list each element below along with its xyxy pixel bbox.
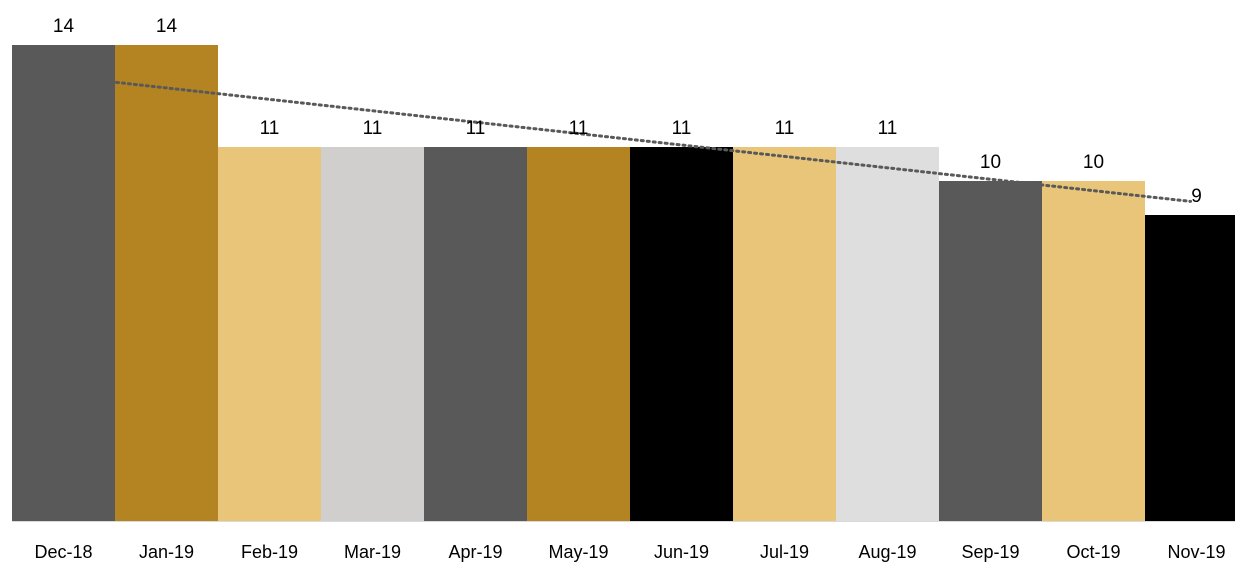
x-tick-label-apr-19: Apr-19: [448, 542, 502, 562]
bar-apr-19: [424, 147, 527, 521]
data-label-jun-19: 11: [672, 118, 692, 139]
data-label-jan-19: 14: [156, 16, 178, 37]
trendline: [115, 80, 1192, 203]
data-label-dec-18: 14: [53, 16, 75, 37]
x-tick-label-nov-19: Nov-19: [1167, 542, 1225, 562]
x-tick-label-aug-19: Aug-19: [858, 542, 916, 562]
bar-jul-19: [733, 147, 836, 521]
x-tick-label-jul-19: Jul-19: [760, 542, 809, 562]
bar-oct-19: [1042, 181, 1145, 521]
bar-aug-19: [836, 147, 939, 521]
x-tick-label-dec-18: Dec-18: [34, 542, 92, 562]
x-tick-label-oct-19: Oct-19: [1066, 542, 1120, 562]
bar-may-19: [527, 147, 630, 521]
data-label-may-19: 11: [569, 118, 589, 139]
bar-feb-19: [218, 147, 321, 521]
bar-nov-19: [1145, 215, 1235, 521]
data-label-apr-19: 11: [466, 118, 486, 139]
data-label-jul-19: 11: [775, 118, 795, 139]
data-labels-group: 14 14 11 11 11 11 11 11 11 10 10 9: [53, 16, 1202, 207]
data-label-feb-19: 11: [260, 118, 280, 139]
bar-jan-19: [115, 45, 218, 521]
x-tick-labels-group: Dec-18 Jan-19 Feb-19 Mar-19 Apr-19 May-19 Jun-…: [34, 542, 1225, 562]
x-tick-label-sep-19: Sep-19: [961, 542, 1019, 562]
bar-dec-18: [12, 45, 115, 521]
data-label-oct-19: 10: [1083, 152, 1104, 173]
bars-group: [12, 45, 1235, 521]
data-label-mar-19: 11: [363, 118, 383, 139]
x-tick-label-mar-19: Mar-19: [344, 542, 401, 562]
x-tick-label-jan-19: Jan-19: [139, 542, 194, 562]
x-tick-label-jun-19: Jun-19: [654, 542, 709, 562]
data-label-nov-19: 9: [1191, 186, 1202, 207]
bar-sep-19: [939, 181, 1042, 521]
bar-mar-19: [321, 147, 424, 521]
data-label-sep-19: 10: [980, 152, 1001, 173]
data-label-aug-19: 11: [878, 118, 898, 139]
x-tick-label-feb-19: Feb-19: [241, 542, 298, 562]
x-tick-label-may-19: May-19: [548, 542, 608, 562]
bar-jun-19: [630, 147, 733, 521]
